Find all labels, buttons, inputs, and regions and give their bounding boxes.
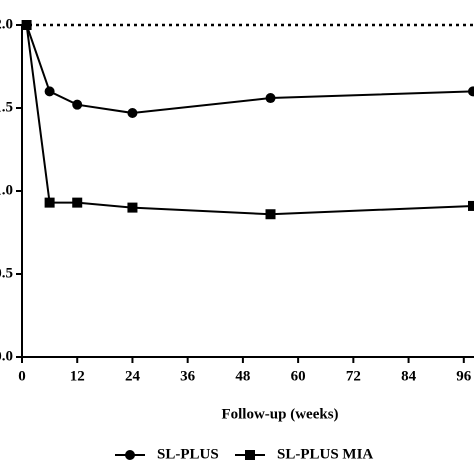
y-tick-label: 1.5	[0, 99, 13, 115]
x-tick-label: 72	[346, 368, 361, 384]
data-point	[72, 99, 83, 110]
y-tick-label: 1.0	[0, 182, 13, 198]
data-point	[44, 86, 55, 97]
x-tick-label: 84	[401, 368, 417, 384]
legend-marker	[245, 450, 255, 460]
data-point	[265, 209, 276, 220]
x-tick-label: 48	[235, 368, 250, 384]
data-point	[127, 202, 138, 213]
x-tick-label: 24	[125, 368, 141, 384]
legend-marker	[125, 450, 135, 460]
legend-label: SL-PLUS MIA	[277, 446, 373, 462]
data-point	[72, 197, 83, 208]
x-axis-label: Follow-up (weeks)	[221, 406, 338, 422]
data-point	[21, 20, 32, 30]
y-tick-label: 0.0	[0, 348, 13, 364]
x-tick-label: 36	[180, 368, 196, 384]
legend-label: SL-PLUS	[157, 446, 219, 462]
series-line	[25, 24, 474, 114]
data-point	[265, 93, 276, 104]
x-tick-label: 0	[18, 368, 26, 384]
series-line	[25, 24, 474, 216]
x-tick-label: 60	[291, 368, 306, 384]
x-tick-label: 12	[70, 368, 85, 384]
y-tick-label: 0.5	[0, 265, 13, 281]
data-point	[44, 197, 55, 208]
data-point	[127, 107, 138, 118]
x-tick-label: 96	[456, 368, 472, 384]
data-point	[468, 86, 474, 97]
y-tick-label: 2.0	[0, 16, 13, 32]
data-point	[468, 200, 474, 211]
